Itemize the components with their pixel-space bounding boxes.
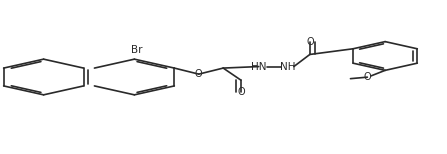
Text: HN: HN: [251, 62, 266, 72]
Text: O: O: [363, 72, 371, 82]
Text: Br: Br: [131, 45, 142, 55]
Text: O: O: [237, 87, 245, 97]
Text: NH: NH: [280, 62, 295, 72]
Text: O: O: [306, 37, 314, 47]
Text: O: O: [195, 69, 202, 79]
